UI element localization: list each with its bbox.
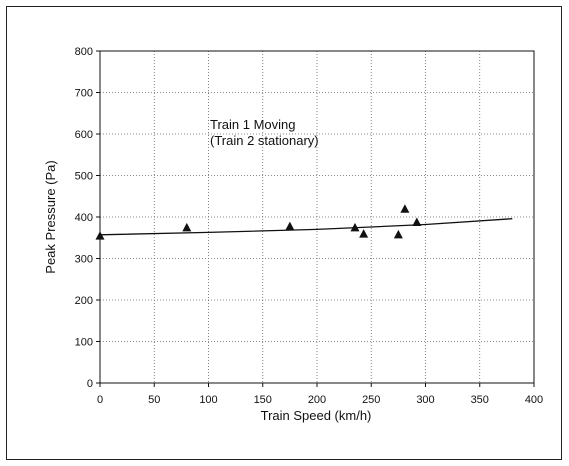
data-point-triangle xyxy=(285,221,295,231)
x-tick-label: 300 xyxy=(416,394,434,406)
annotation-line-1: Train 1 Moving xyxy=(210,117,296,132)
axis-ticks xyxy=(96,50,535,387)
data-point-triangle xyxy=(400,204,410,213)
x-tick-label: 400 xyxy=(525,394,543,406)
data-point-triangle xyxy=(412,217,422,226)
data-marks xyxy=(95,204,513,240)
data-point-triangle xyxy=(393,229,403,239)
y-tick-label: 100 xyxy=(75,337,93,349)
x-tick-label: 350 xyxy=(471,394,489,406)
x-tick-label: 50 xyxy=(148,394,160,406)
y-tick-label: 700 xyxy=(75,88,93,100)
data-point-triangle xyxy=(359,229,369,238)
x-tick-labels: 0 50 100 150 200 250 300 350 400 xyxy=(97,394,543,406)
x-tick-label: 100 xyxy=(199,394,217,406)
y-tick-label: 0 xyxy=(87,378,93,390)
y-tick-label: 200 xyxy=(75,295,93,307)
x-tick-label: 250 xyxy=(362,394,380,406)
annotation-line-2: (Train 2 stationary) xyxy=(210,133,319,148)
y-axis-label: Peak Pressure (Pa) xyxy=(43,160,58,273)
figure-frame xyxy=(6,6,562,460)
trend-line xyxy=(99,218,513,236)
y-tick-label: 500 xyxy=(75,171,93,183)
y-tick-label: 800 xyxy=(75,46,93,58)
y-tick-label: 400 xyxy=(75,212,93,224)
y-tick-label: 600 xyxy=(75,129,93,141)
x-axis-label: Train Speed (km/h) xyxy=(261,408,372,423)
grid-lines xyxy=(100,51,534,383)
x-tick-label: 150 xyxy=(254,394,272,406)
data-point-triangle xyxy=(95,231,105,240)
x-tick-label: 200 xyxy=(308,394,326,406)
y-tick-labels: 0 100 200 300 400 500 600 700 800 xyxy=(75,46,93,390)
x-tick-label: 0 xyxy=(97,394,103,406)
data-point-triangle xyxy=(182,222,192,232)
y-tick-label: 300 xyxy=(75,254,93,266)
